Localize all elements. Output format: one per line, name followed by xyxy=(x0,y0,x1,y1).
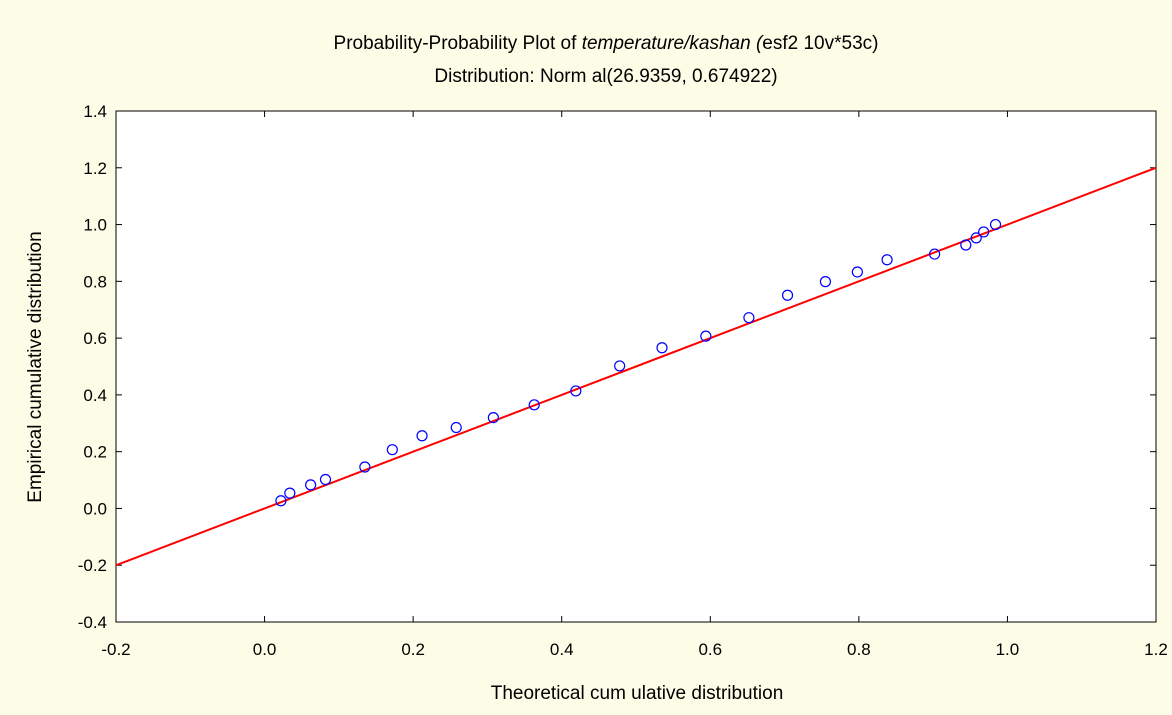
data-point xyxy=(487,412,499,424)
data-point xyxy=(319,473,332,486)
x-tick-label: 0.0 xyxy=(253,640,277,659)
y-tick-label: 0.6 xyxy=(83,329,107,348)
data-point xyxy=(978,226,990,238)
y-tick-label: 1.2 xyxy=(83,159,107,178)
y-axis-label: Empirical cumulative distribution xyxy=(25,231,46,502)
data-point xyxy=(989,218,1002,231)
x-tick-label: 0.2 xyxy=(401,640,425,659)
data-point xyxy=(275,495,287,507)
chart-title-prefix: Probability-Probability Plot of xyxy=(334,33,582,54)
y-tick-label: -0.2 xyxy=(78,556,107,575)
x-tick-label: 1.2 xyxy=(1144,640,1168,659)
y-tick-label: 0.2 xyxy=(83,443,107,462)
data-point xyxy=(570,385,582,397)
chart-title-italic: temperature/kashan ( xyxy=(582,33,764,54)
x-axis-label: Theoretical cum ulative distribution xyxy=(491,683,784,704)
data-point xyxy=(970,232,982,244)
data-point xyxy=(851,266,863,278)
data-point xyxy=(781,289,794,301)
x-tick-label: 0.4 xyxy=(550,640,574,659)
x-tick-label: -0.2 xyxy=(101,640,130,659)
reference-line xyxy=(115,166,1157,567)
chart-title-suffix: esf2 10v*53c) xyxy=(762,33,878,54)
data-point xyxy=(819,276,832,288)
x-tick-label: 1.0 xyxy=(996,640,1020,659)
data-point xyxy=(284,487,296,499)
data-point xyxy=(881,254,893,266)
y-tick-label: 0.4 xyxy=(83,386,107,405)
data-point xyxy=(386,444,398,456)
chart-subtitle: Distribution: Norm al(26.9359, 0.674922) xyxy=(434,66,777,87)
x-tick-label: 0.8 xyxy=(847,640,871,659)
data-point xyxy=(743,312,755,324)
data-point xyxy=(700,330,712,342)
y-tick-label: 1.0 xyxy=(83,216,107,235)
data-point xyxy=(528,399,540,411)
data-point xyxy=(960,239,972,251)
data-point xyxy=(656,342,668,354)
y-tick-label: 1.4 xyxy=(83,102,107,121)
data-point xyxy=(416,430,428,442)
y-tick-label: 0.0 xyxy=(83,499,107,518)
x-tick-label: 0.6 xyxy=(698,640,722,659)
data-point xyxy=(305,479,317,491)
plot-area: -0.2 0.0 0.2 0.4 0.6 0.8 1.0 1.2 -0.4 -0.2 0.0 0.2 0… xyxy=(78,102,1168,659)
data-point xyxy=(359,461,371,473)
data-point xyxy=(450,421,462,434)
y-tick-label: -0.4 xyxy=(78,613,107,632)
y-tick-label: 0.8 xyxy=(83,272,107,291)
data-point xyxy=(614,360,626,372)
chart-title: Probability-Probability Plot of temperat… xyxy=(334,33,879,54)
data-point xyxy=(929,248,941,260)
